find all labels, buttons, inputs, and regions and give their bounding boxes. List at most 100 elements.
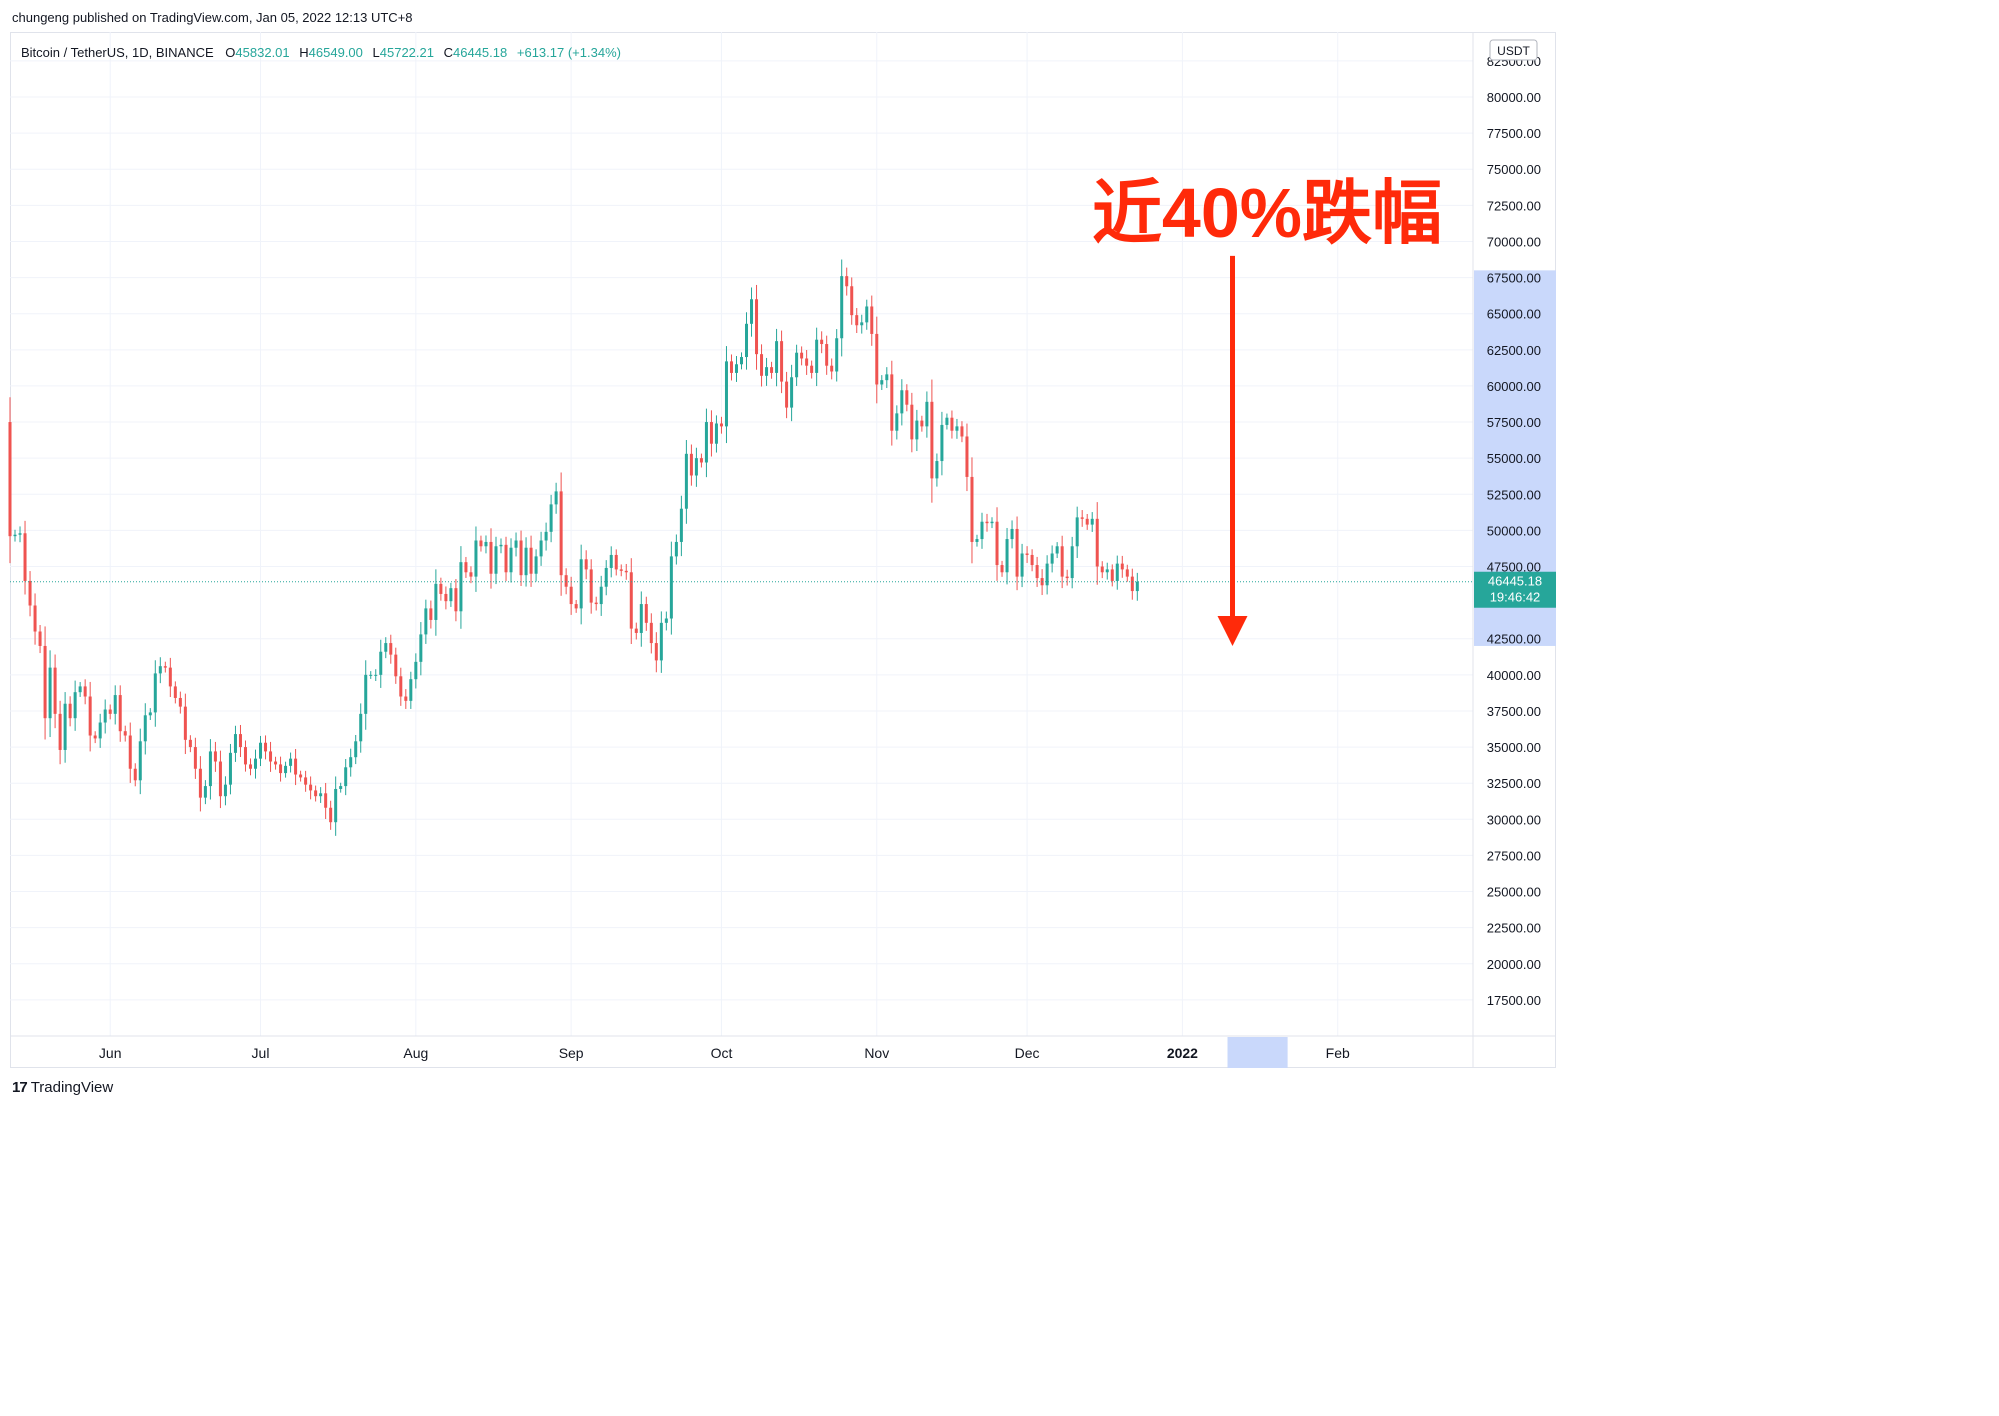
candle-body bbox=[820, 339, 824, 345]
price-axis[interactable]: 17500.00 20000.00 22500.00 25000.00 27500.00… bbox=[1487, 54, 1541, 1008]
candle-body bbox=[890, 374, 894, 431]
candle-body bbox=[198, 768, 202, 798]
tradingview-logo[interactable]: 17 TradingView bbox=[12, 1079, 113, 1096]
candle-body bbox=[68, 703, 72, 719]
candle-body bbox=[905, 390, 909, 405]
y-tick-label: 70000.00 bbox=[1487, 234, 1541, 249]
y-tick-label: 35000.00 bbox=[1487, 740, 1541, 755]
close-value: 46445.18 bbox=[453, 45, 507, 60]
candle-body bbox=[103, 709, 107, 723]
candle-body bbox=[294, 758, 298, 775]
candle-body bbox=[624, 570, 628, 573]
candle-body bbox=[394, 654, 398, 677]
candle-body bbox=[1120, 563, 1124, 570]
candle-body bbox=[1125, 569, 1129, 577]
candle-body bbox=[930, 401, 934, 479]
candle-body bbox=[925, 401, 929, 427]
candle-body bbox=[880, 380, 884, 385]
candle-body bbox=[589, 569, 593, 603]
candle-body bbox=[845, 276, 849, 287]
candle-body bbox=[1100, 566, 1104, 573]
y-tick-label: 17500.00 bbox=[1487, 993, 1541, 1008]
candle-body bbox=[123, 731, 127, 736]
last-price-label: 46445.18 19:46:42 bbox=[1474, 571, 1556, 608]
candle-body bbox=[970, 476, 974, 542]
candle-body bbox=[1090, 518, 1094, 525]
x-tick-label: Oct bbox=[711, 1045, 733, 1061]
y-tick-label: 30000.00 bbox=[1487, 812, 1541, 827]
candle-body bbox=[279, 764, 283, 774]
chart-canvas[interactable]: 17500.00 20000.00 22500.00 25000.00 27500.00… bbox=[0, 0, 1568, 1110]
candle-body bbox=[248, 764, 252, 769]
candle-body bbox=[614, 554, 618, 570]
x-tick-label: Jun bbox=[99, 1045, 122, 1061]
candle-body bbox=[93, 735, 97, 739]
candle-body bbox=[148, 712, 152, 716]
annotation-text: 近40%跌幅 bbox=[1092, 174, 1442, 252]
candle-body bbox=[734, 364, 738, 373]
y-tick-label: 55000.00 bbox=[1487, 451, 1541, 466]
candle-body bbox=[1130, 576, 1134, 592]
x-tick-label: Feb bbox=[1326, 1045, 1350, 1061]
candle-body bbox=[264, 742, 268, 752]
candle-body bbox=[349, 757, 353, 768]
candle-body bbox=[38, 631, 42, 646]
x-tick-label: Sep bbox=[559, 1045, 584, 1061]
symbol-name: Bitcoin / TetherUS, 1D, BINANCE bbox=[21, 45, 214, 60]
y-tick-label: 62500.00 bbox=[1487, 343, 1541, 358]
candle-body bbox=[719, 423, 723, 427]
candle-body bbox=[208, 751, 212, 787]
candle-body bbox=[519, 540, 523, 576]
time-axis[interactable]: Jun Jul Aug Sep Oct Nov Dec 2022 Feb bbox=[99, 1045, 1350, 1061]
candle-body bbox=[694, 458, 698, 476]
candle-body bbox=[1080, 517, 1084, 519]
candle-body bbox=[504, 544, 508, 573]
countdown-value: 19:46:42 bbox=[1490, 590, 1541, 605]
candle-body bbox=[594, 602, 598, 605]
candle-body bbox=[604, 567, 608, 587]
candle-body bbox=[649, 622, 653, 644]
candle-body bbox=[459, 562, 463, 612]
candle-body bbox=[409, 679, 413, 701]
candle-body bbox=[679, 508, 683, 542]
y-tick-label: 67500.00 bbox=[1487, 271, 1541, 286]
candle-body bbox=[1085, 518, 1089, 525]
x-tick-label: Aug bbox=[403, 1045, 428, 1061]
candle-body bbox=[900, 390, 904, 414]
candle-body bbox=[274, 761, 278, 765]
candle-body bbox=[534, 556, 538, 574]
candle-body bbox=[955, 426, 959, 431]
candle-body bbox=[860, 322, 864, 326]
candle-body bbox=[429, 608, 433, 620]
candle-body bbox=[945, 417, 949, 425]
candles bbox=[8, 259, 1139, 836]
candle-body bbox=[910, 404, 914, 440]
candle-body bbox=[138, 741, 142, 781]
candle-body bbox=[524, 547, 528, 576]
candle-body bbox=[329, 807, 333, 823]
candle-body bbox=[18, 533, 22, 535]
candle-body bbox=[840, 276, 844, 339]
close-label: C bbox=[444, 45, 453, 60]
x-tick-label: Dec bbox=[1015, 1045, 1040, 1061]
candle-body bbox=[755, 299, 759, 355]
candle-body bbox=[379, 651, 383, 675]
candle-body bbox=[579, 559, 583, 609]
candle-body bbox=[484, 541, 488, 547]
candle-body bbox=[885, 374, 889, 381]
open-value: 45832.01 bbox=[235, 45, 289, 60]
y-tick-label: 50000.00 bbox=[1487, 523, 1541, 538]
y-tick-label: 75000.00 bbox=[1487, 162, 1541, 177]
candle-body bbox=[975, 539, 979, 542]
candle-body bbox=[48, 667, 52, 719]
candle-body bbox=[464, 562, 468, 573]
candle-body bbox=[489, 541, 493, 574]
candle-body bbox=[1110, 569, 1114, 581]
candle-body bbox=[319, 793, 323, 797]
candle-body bbox=[414, 661, 418, 680]
candle-body bbox=[775, 341, 779, 373]
x-tick-label: Nov bbox=[864, 1045, 889, 1061]
candle-body bbox=[584, 559, 588, 570]
currency-button[interactable]: USDT bbox=[1489, 39, 1538, 61]
last-price-value: 46445.18 bbox=[1488, 574, 1542, 589]
